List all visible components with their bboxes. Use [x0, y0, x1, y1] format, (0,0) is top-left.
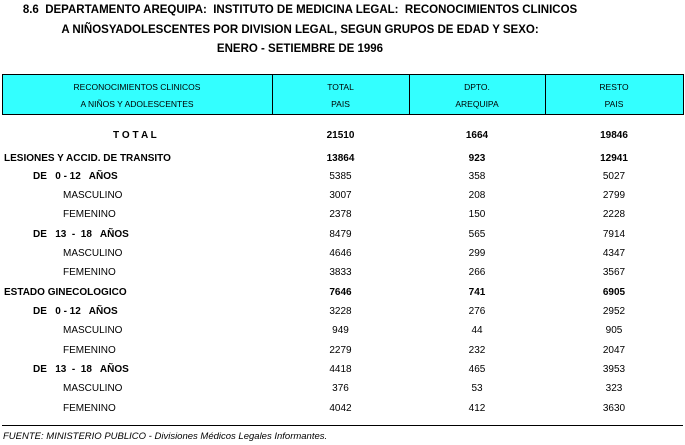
cell-value: 2047 — [602, 345, 626, 356]
cell-value: 376 — [332, 383, 349, 394]
cell-value: 905 — [605, 325, 623, 336]
column-header: DPTO. — [464, 82, 490, 92]
cell-value: 3953 — [602, 364, 626, 375]
row-label: DE 0 - 12 AÑOS — [33, 171, 118, 182]
column-header: RECONOCIMIENTOS CLINICOS — [73, 82, 201, 92]
header-box — [2, 74, 684, 115]
cell-value: 6905 — [602, 287, 626, 298]
cell-value: 412 — [468, 403, 486, 414]
cell-value: 150 — [468, 209, 486, 220]
row-label: MASCULINO — [63, 248, 123, 259]
row-label: FEMENINO — [63, 267, 116, 278]
source-note: FUENTE: MINISTERIO PUBLICO - Divisiones … — [3, 431, 328, 442]
cell-value: 2378 — [329, 209, 352, 220]
cell-value: 7914 — [602, 229, 626, 240]
cell-value: 2279 — [329, 345, 352, 356]
cell-value: 465 — [468, 364, 486, 375]
cell-value: 13864 — [326, 153, 355, 164]
column-header: RESTO — [599, 82, 629, 92]
row-label: DE 0 - 12 AÑOS — [33, 306, 118, 317]
title-line: A NIÑOSYADOLESCENTES POR DIVISION LEGAL,… — [61, 24, 539, 36]
cell-value: 12941 — [600, 153, 628, 164]
row-label: MASCULINO — [63, 383, 123, 394]
cell-value: 7646 — [329, 287, 352, 298]
row-label: FEMENINO — [63, 345, 116, 356]
footer-rule — [2, 425, 683, 426]
cell-value: 1664 — [465, 130, 489, 141]
cell-value: 44 — [471, 325, 483, 336]
column-divider — [409, 74, 410, 115]
cell-value: 3228 — [329, 306, 352, 317]
cell-value: 2952 — [602, 306, 626, 317]
column-header: A NIÑOS Y ADOLESCENTES — [80, 99, 194, 109]
row-label: DE 13 - 18 AÑOS — [33, 364, 129, 375]
row-label: ESTADO GINECOLOGICO — [4, 287, 127, 298]
cell-value: 3630 — [602, 403, 626, 414]
column-divider — [545, 74, 546, 115]
cell-value: 3007 — [329, 190, 352, 201]
cell-value: 4646 — [329, 248, 352, 259]
cell-value: 21510 — [326, 130, 355, 141]
cell-value: 565 — [468, 229, 486, 240]
title-line: 8.6 DEPARTAMENTO AREQUIPA: INSTITUTO DE … — [22, 4, 578, 16]
cell-value: 299 — [468, 248, 486, 259]
cell-value: 3833 — [329, 267, 352, 278]
cell-value: 208 — [468, 190, 486, 201]
cell-value: 3567 — [602, 267, 626, 278]
title-line: ENERO - SETIEMBRE DE 1996 — [216, 43, 384, 55]
cell-value: 2228 — [602, 209, 626, 220]
row-label: MASCULINO — [63, 325, 123, 336]
cell-value: 358 — [468, 171, 486, 182]
cell-value: 266 — [468, 267, 486, 278]
cell-value: 4347 — [602, 248, 626, 259]
row-label: LESIONES Y ACCID. DE TRANSITO — [4, 153, 171, 164]
column-header: TOTAL — [327, 82, 354, 92]
cell-value: 53 — [471, 383, 483, 394]
column-header: AREQUIPA — [455, 99, 499, 109]
cell-value: 276 — [468, 306, 486, 317]
column-divider — [272, 74, 273, 115]
cell-value: 741 — [468, 287, 486, 298]
row-label: FEMENINO — [63, 209, 116, 220]
cell-value: 5027 — [602, 171, 626, 182]
cell-value: 4042 — [329, 403, 352, 414]
row-label: MASCULINO — [63, 190, 123, 201]
cell-value: 8479 — [329, 229, 352, 240]
row-label: FEMENINO — [63, 403, 116, 414]
column-header: PAIS — [604, 99, 624, 109]
column-header: PAIS — [331, 99, 350, 109]
cell-value: 5385 — [329, 171, 352, 182]
cell-value: 2799 — [602, 190, 626, 201]
cell-value: 923 — [468, 153, 486, 164]
row-label: T O T A L — [113, 130, 157, 141]
cell-value: 19846 — [600, 130, 628, 141]
row-label: DE 13 - 18 AÑOS — [33, 229, 129, 240]
cell-value: 232 — [468, 345, 486, 356]
cell-value: 4418 — [329, 364, 352, 375]
cell-value: 949 — [332, 325, 349, 336]
cell-value: 323 — [605, 383, 623, 394]
